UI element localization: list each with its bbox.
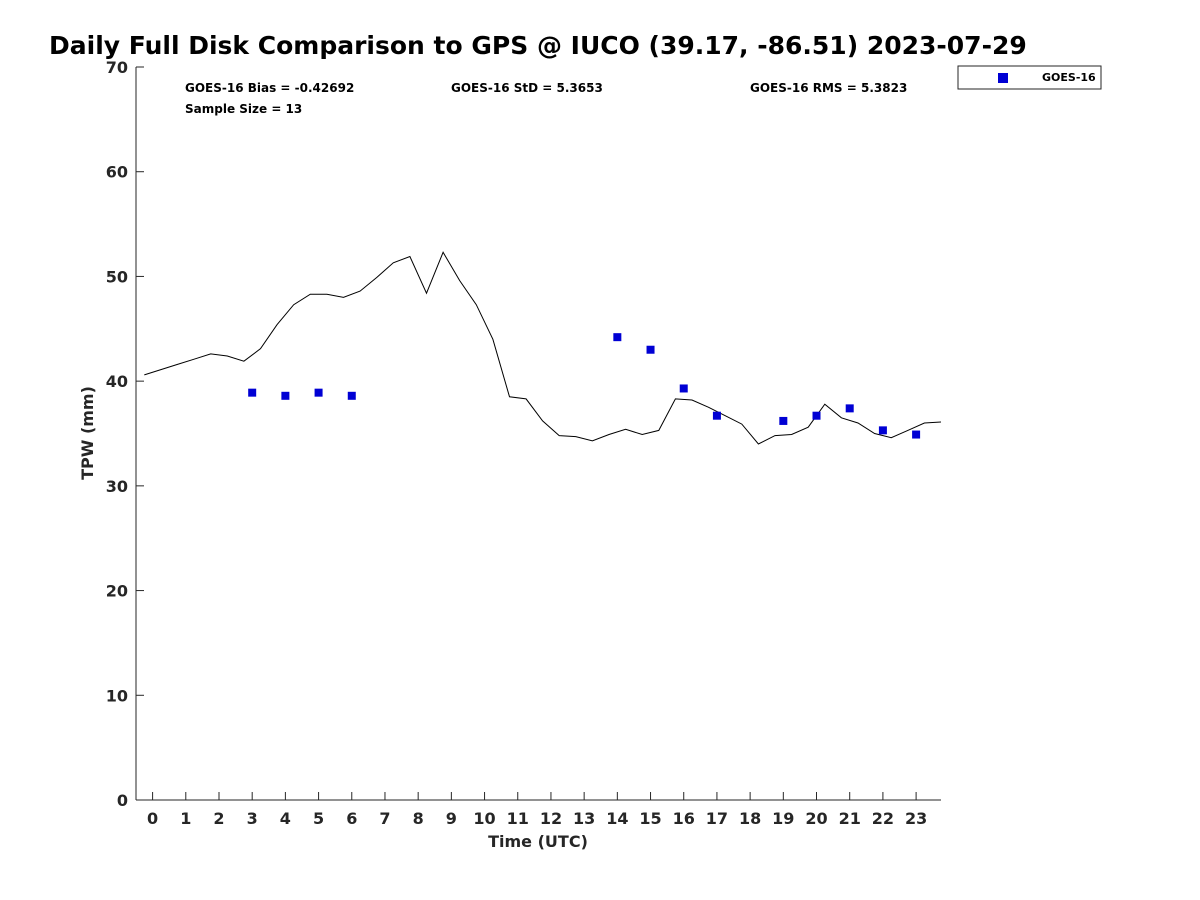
std-annotation: GOES-16 StD = 5.3653 — [451, 81, 603, 95]
rms-annotation: GOES-16 RMS = 5.3823 — [750, 81, 907, 95]
bias-annotation: GOES-16 Bias = -0.42692 — [185, 81, 354, 95]
x-tick-label: 13 — [573, 809, 595, 828]
goes-16-point — [314, 388, 323, 397]
y-tick-label: 10 — [106, 686, 128, 705]
goes-16-point — [779, 416, 788, 425]
x-tick-label: 14 — [606, 809, 628, 828]
goes-16-point — [912, 430, 921, 439]
goes-16-point — [646, 345, 655, 354]
y-tick-label: 40 — [106, 372, 128, 391]
goes-16-point — [281, 391, 290, 400]
x-tick-label: 10 — [473, 809, 495, 828]
x-tick-label: 17 — [706, 809, 728, 828]
x-ticks: 0 1 2 3 4 5 6 7 8 9 10 11 12 13 14 15 16 17 18 19 20 21 22 23 — [147, 792, 927, 828]
y-tick-label: 0 — [117, 791, 128, 810]
goes-16-point — [712, 411, 721, 420]
x-tick-label: 18 — [739, 809, 761, 828]
y-tick-label: 60 — [106, 163, 128, 182]
plot-axes — [135, 67, 941, 801]
goes-16-point — [347, 391, 356, 400]
y-tick-label: 20 — [106, 582, 128, 601]
goes-16-point — [679, 384, 688, 393]
x-tick-label: 2 — [213, 809, 224, 828]
x-tick-label: 7 — [379, 809, 390, 828]
x-tick-label: 19 — [772, 809, 794, 828]
goes-16-point — [613, 333, 622, 342]
legend-box — [957, 65, 1102, 90]
goes-16-point — [878, 426, 887, 435]
x-axis-label: Time (UTC) — [488, 832, 588, 851]
x-tick-label: 21 — [839, 809, 861, 828]
y-axis-label: TPW (mm) — [78, 386, 97, 480]
stats-annotations: GOES-16 Bias = -0.42692 GOES-16 StD = 5.… — [185, 81, 907, 116]
legend: GOES-16 — [957, 65, 1102, 90]
y-tick-label: 50 — [106, 267, 128, 286]
goes-16-point — [845, 404, 854, 413]
x-tick-label: 5 — [313, 809, 324, 828]
goes-16-point — [248, 388, 257, 397]
y-tick-label: 30 — [106, 477, 128, 496]
x-tick-label: 4 — [280, 809, 291, 828]
goes-16-point — [812, 411, 821, 420]
y-tick-label: 70 — [106, 58, 128, 77]
gps-series-line — [144, 251, 942, 445]
goes-16-points — [248, 333, 921, 439]
x-tick-label: 9 — [446, 809, 457, 828]
sample-size-annotation: Sample Size = 13 — [185, 102, 302, 116]
x-tick-label: 3 — [247, 809, 258, 828]
x-tick-label: 1 — [180, 809, 191, 828]
x-tick-label: 15 — [639, 809, 661, 828]
legend-label-goes-16: GOES-16 — [1042, 71, 1096, 84]
x-tick-label: 16 — [673, 809, 695, 828]
x-tick-label: 23 — [905, 809, 927, 828]
y-ticks: 0 10 20 30 40 50 60 70 — [106, 58, 144, 810]
x-tick-label: 0 — [147, 809, 158, 828]
x-tick-label: 6 — [346, 809, 357, 828]
x-tick-label: 22 — [872, 809, 894, 828]
x-tick-label: 8 — [413, 809, 424, 828]
chart-title: Daily Full Disk Comparison to GPS @ IUCO… — [49, 31, 1027, 60]
x-tick-label: 11 — [507, 809, 529, 828]
x-tick-label: 20 — [805, 809, 827, 828]
x-tick-label: 12 — [540, 809, 562, 828]
legend-marker-goes-16 — [998, 73, 1008, 83]
